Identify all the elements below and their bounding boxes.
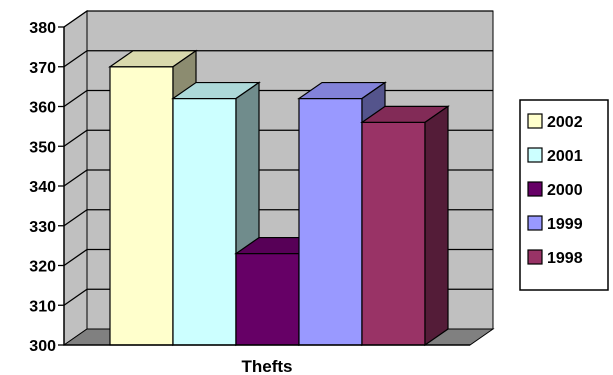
gridline: [63, 10, 493, 28]
y-tick-label: 320: [29, 259, 56, 276]
y-tick-label: 360: [29, 100, 56, 117]
bar-front-2002: [109, 66, 174, 346]
bar-front-2001: [172, 97, 237, 346]
x-axis-label: Thefts: [242, 357, 293, 375]
y-tick-label: 340: [29, 179, 56, 196]
y-tick-label: 330: [29, 219, 56, 236]
y-tick-label: 380: [29, 20, 56, 37]
legend-label-2002: 2002: [547, 114, 583, 131]
legend-label-2001: 2001: [547, 148, 583, 165]
legend-swatch-1998: [527, 249, 543, 265]
legend-label-1998: 1998: [547, 250, 583, 267]
legend-swatch-2001: [527, 147, 543, 163]
gridline: [63, 50, 493, 68]
legend: 2002 2001 2000 1999 1998: [519, 99, 609, 291]
y-tick-label: 300: [29, 338, 56, 355]
bars: [108, 49, 450, 347]
bar-side-1998: [424, 105, 449, 347]
y-tick-label: 310: [29, 298, 56, 315]
legend-label-2000: 2000: [547, 182, 583, 199]
legend-swatch-2002: [527, 113, 543, 129]
legend-swatch-1999: [527, 215, 543, 231]
y-tick-label: 350: [29, 139, 56, 156]
y-tick-label: 370: [29, 60, 56, 77]
bar-front-1999: [298, 97, 363, 346]
bar-1998: [360, 105, 450, 347]
legend-swatch-2000: [527, 181, 543, 197]
legend-label-1999: 1999: [547, 216, 583, 233]
bar-front-1998: [361, 121, 426, 346]
y-axis: 300 310 320 330 340 350 360 370 380: [29, 20, 470, 355]
bar-front-2000: [235, 252, 300, 346]
bar-2001: [171, 81, 261, 347]
